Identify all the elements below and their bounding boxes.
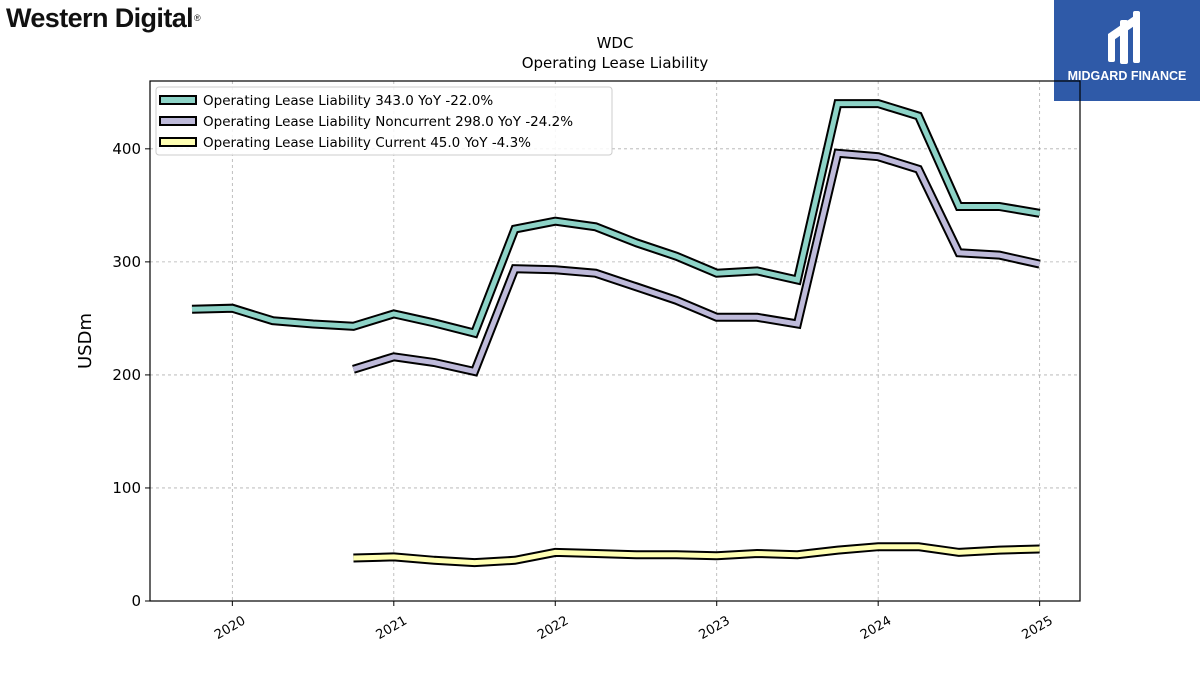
- legend-swatch: [159, 116, 197, 126]
- x-axis: 2020 2021 2022 2023 2024 2025: [212, 601, 1056, 643]
- legend-swatch: [159, 95, 197, 105]
- x-tick-label: 2021: [374, 613, 410, 643]
- y-tick-label: 100: [112, 479, 141, 497]
- series-line: [352, 150, 1041, 375]
- legend-label: Operating Lease Liability Current 45.0 Y…: [203, 135, 531, 151]
- x-tick-label: 2020: [212, 613, 248, 643]
- legend-label: Operating Lease Liability Noncurrent 298…: [203, 114, 573, 130]
- plot-frame: [149, 80, 1081, 602]
- series-lines: [191, 99, 1041, 568]
- x-tick-label: 2023: [697, 613, 733, 643]
- x-tick-label: 2022: [535, 613, 571, 643]
- y-axis: 0 100 200 300 400: [112, 140, 150, 610]
- grid: [150, 81, 1080, 602]
- company-logo-text: Western Digital: [6, 3, 194, 33]
- y-tick-label: 400: [112, 140, 141, 158]
- series-line: [191, 101, 1041, 337]
- y-tick-label: 200: [112, 366, 141, 384]
- legend-box: [155, 86, 613, 156]
- chart-subtitle: Operating Lease Liability: [522, 54, 709, 72]
- legend-swatch: [159, 137, 197, 147]
- y-axis-label: USDm: [75, 313, 96, 369]
- publisher-name: MIDGARD FINANCE: [1067, 69, 1187, 83]
- registered-mark: ®: [194, 13, 201, 23]
- y-tick-label: 0: [131, 592, 141, 610]
- x-tick-label: 2024: [858, 613, 894, 643]
- company-logo: Western Digital®: [6, 0, 201, 36]
- publisher-badge: MIDGARD FINANCE: [1054, 0, 1200, 101]
- y-tick-label: 300: [112, 253, 141, 271]
- chart-title: WDC: [597, 34, 634, 52]
- x-tick-label: 2025: [1019, 613, 1055, 643]
- series-line: [353, 544, 1040, 566]
- publisher-logo-icon: [1108, 11, 1140, 64]
- legend-label: Operating Lease Liability 343.0 YoY -22.…: [203, 93, 493, 109]
- legend: Operating Lease Liability 343.0 YoY -22.…: [155, 86, 613, 156]
